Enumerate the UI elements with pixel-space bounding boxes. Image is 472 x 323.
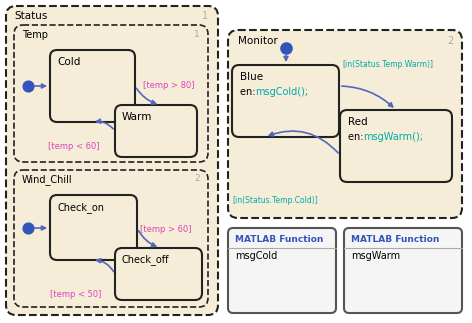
FancyBboxPatch shape — [344, 228, 462, 313]
Text: MATLAB Function: MATLAB Function — [235, 235, 323, 244]
Text: [temp > 80]: [temp > 80] — [143, 81, 194, 90]
Text: msgWarm: msgWarm — [351, 251, 400, 261]
FancyBboxPatch shape — [50, 50, 135, 122]
Text: en:: en: — [240, 87, 259, 97]
Point — [24, 83, 32, 89]
FancyBboxPatch shape — [50, 195, 137, 260]
Text: Check_on: Check_on — [57, 202, 104, 213]
Point — [282, 46, 290, 51]
Text: Monitor: Monitor — [238, 36, 278, 46]
Text: Blue: Blue — [240, 72, 263, 82]
Text: [temp > 60]: [temp > 60] — [140, 225, 192, 234]
Text: 2: 2 — [448, 36, 454, 46]
Text: Temp: Temp — [22, 30, 48, 40]
Text: MATLAB Function: MATLAB Function — [351, 235, 439, 244]
Text: 1: 1 — [202, 11, 208, 21]
Text: 2: 2 — [194, 174, 200, 183]
Text: msgWarm();: msgWarm(); — [363, 132, 423, 142]
FancyBboxPatch shape — [115, 105, 197, 157]
Text: [temp < 60]: [temp < 60] — [48, 142, 100, 151]
Text: Check_off: Check_off — [122, 254, 169, 265]
Text: 1: 1 — [194, 30, 200, 39]
Text: msgCold: msgCold — [235, 251, 277, 261]
Text: [in(Status.Temp.Warm)]: [in(Status.Temp.Warm)] — [342, 60, 433, 69]
Point — [24, 225, 32, 231]
FancyBboxPatch shape — [228, 228, 336, 313]
Text: [temp < 50]: [temp < 50] — [50, 290, 101, 299]
Text: msgCold();: msgCold(); — [255, 87, 308, 97]
FancyBboxPatch shape — [228, 30, 462, 218]
Text: en:: en: — [348, 132, 367, 142]
FancyBboxPatch shape — [340, 110, 452, 182]
Text: Cold: Cold — [57, 57, 80, 67]
Text: Wind_Chill: Wind_Chill — [22, 174, 73, 185]
Text: Red: Red — [348, 117, 368, 127]
Text: Status: Status — [14, 11, 47, 21]
FancyBboxPatch shape — [14, 170, 208, 307]
Text: Warm: Warm — [122, 112, 152, 122]
FancyBboxPatch shape — [14, 25, 208, 162]
FancyBboxPatch shape — [6, 6, 218, 315]
FancyBboxPatch shape — [115, 248, 202, 300]
FancyBboxPatch shape — [232, 65, 339, 137]
Text: [in(Status.Temp.Cold)]: [in(Status.Temp.Cold)] — [232, 196, 318, 205]
